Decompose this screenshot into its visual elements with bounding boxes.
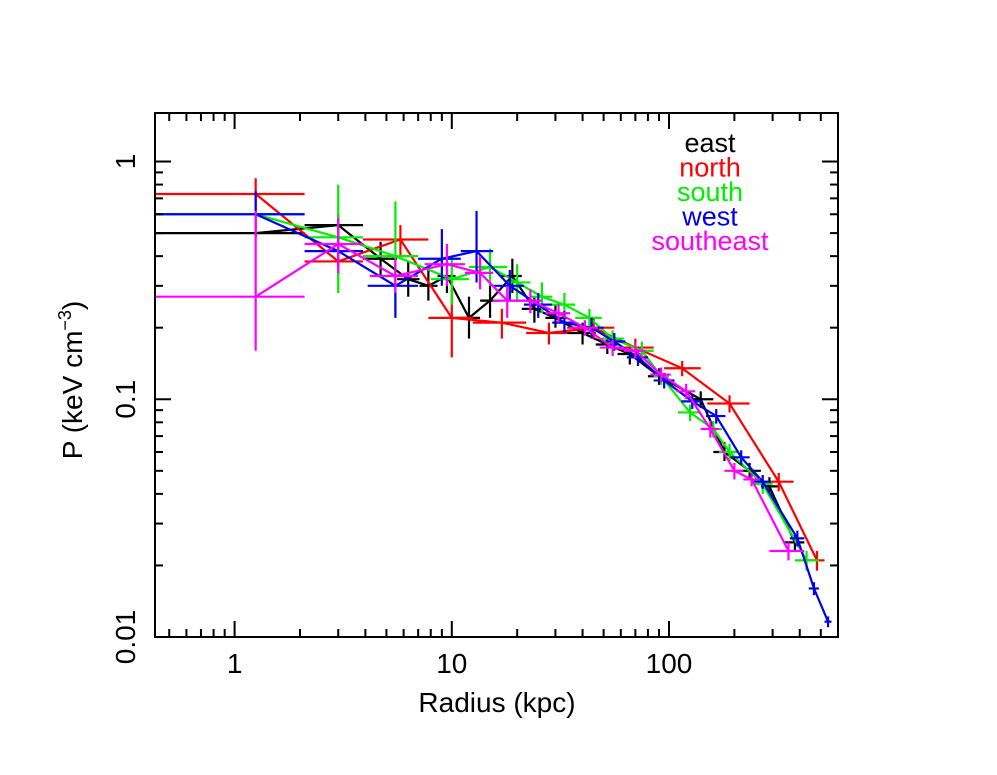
y-axis-label: P (keV cm−3) [55, 301, 88, 459]
legend-entry-east: east [684, 128, 736, 158]
legend-entry-south: south [677, 177, 743, 207]
x-tick-label: 10 [436, 648, 467, 679]
series-southeast [155, 210, 805, 561]
series-line-east [255, 223, 796, 543]
y-axis-label-main: P (keV cm [57, 331, 88, 460]
x-axis-label: Radius (kpc) [418, 687, 575, 718]
y-axis-label-exponent: −3 [55, 310, 75, 331]
x-tick-label: 100 [646, 648, 693, 679]
legend-entry-west: west [681, 202, 738, 232]
y-tick-label: 1 [110, 154, 141, 170]
series-line-west [255, 213, 830, 623]
legend-entry-north: north [679, 153, 741, 183]
y-tick-label: 0.1 [110, 380, 141, 419]
series-layer [155, 178, 832, 628]
legend-entry-southeast: southeast [651, 226, 769, 256]
y-axis-label-close: ) [57, 301, 88, 310]
series-line-north [255, 193, 818, 561]
x-tick-label: 1 [227, 648, 243, 679]
plot-frame [154, 112, 839, 638]
axes-layer: 1 10 100 1 0.1 0.01 [110, 113, 839, 679]
y-tick-label: 0.01 [110, 610, 141, 665]
